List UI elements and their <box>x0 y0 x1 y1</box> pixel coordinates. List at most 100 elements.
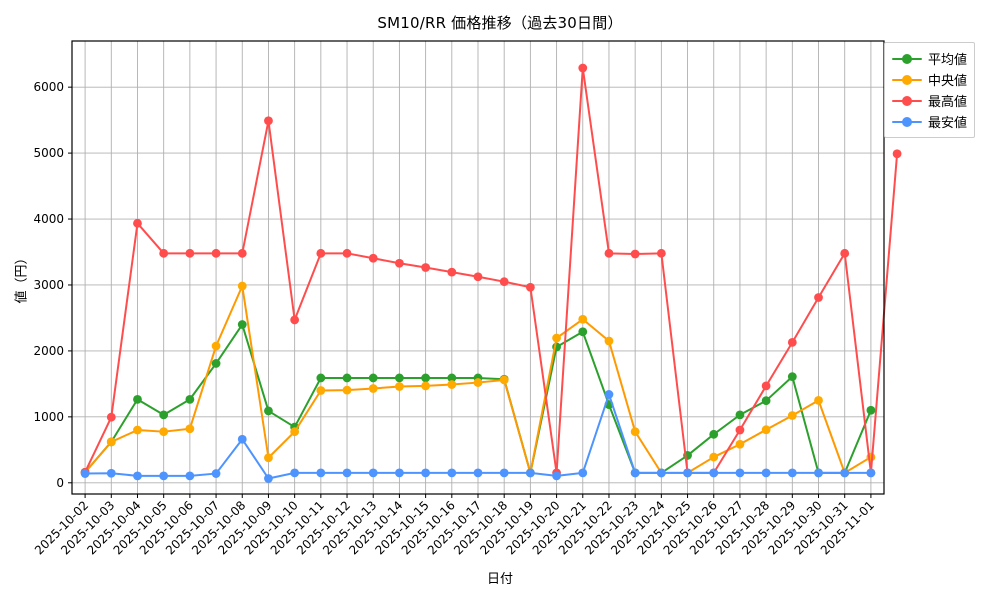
data-point <box>316 386 326 395</box>
data-point <box>290 315 300 325</box>
data-point <box>316 373 326 383</box>
data-series <box>80 63 902 483</box>
legend-label: 最高値 <box>928 95 968 110</box>
data-point <box>159 471 169 481</box>
legend-item-中央値[interactable]: 中央値 <box>892 69 967 90</box>
data-point <box>159 248 169 258</box>
data-point <box>447 380 457 389</box>
data-point <box>787 468 797 478</box>
data-point <box>264 116 273 126</box>
data-point <box>133 394 142 404</box>
data-point <box>342 373 352 383</box>
data-point <box>447 373 457 383</box>
data-point <box>368 253 378 263</box>
data-point <box>211 469 221 478</box>
data-point <box>237 320 247 329</box>
data-point <box>211 248 221 258</box>
data-point <box>735 468 745 478</box>
x-axis-label: 日付 <box>486 572 513 587</box>
data-point <box>80 469 90 478</box>
data-point <box>342 385 352 395</box>
data-point <box>211 359 221 368</box>
data-point <box>237 248 247 258</box>
y-tick-label: 4000 <box>33 212 64 226</box>
data-point <box>473 378 483 387</box>
data-point <box>133 218 142 228</box>
data-point <box>525 282 535 292</box>
data-point <box>473 468 483 478</box>
data-point <box>892 149 902 159</box>
legend-item-最高値[interactable]: 最高値 <box>892 90 967 111</box>
data-point <box>866 405 876 415</box>
data-point <box>787 337 797 347</box>
y-tick-label: 0 <box>56 476 64 490</box>
data-point <box>133 471 142 481</box>
data-point <box>761 425 771 435</box>
data-point <box>211 341 221 351</box>
data-point <box>656 468 666 478</box>
x-tick-labels: 2025-10-022025-10-032025-10-042025-10-05… <box>32 498 877 557</box>
data-point <box>630 427 640 437</box>
data-point <box>368 384 378 393</box>
data-point <box>316 248 326 258</box>
legend-item-最安値[interactable]: 最安値 <box>892 111 967 132</box>
data-point <box>578 63 588 73</box>
data-point <box>342 468 352 478</box>
y-tick-label: 1000 <box>33 410 64 424</box>
legend-item-平均値[interactable]: 平均値 <box>892 48 967 69</box>
data-point <box>237 281 247 291</box>
data-point <box>578 468 588 478</box>
legend-swatch-icon <box>892 116 922 128</box>
data-point <box>761 468 771 478</box>
data-point <box>342 248 352 258</box>
data-point <box>447 267 457 277</box>
data-point <box>395 468 404 478</box>
data-point <box>840 468 850 478</box>
data-point <box>866 468 876 478</box>
axis-ticks <box>68 86 872 498</box>
data-point <box>814 293 823 302</box>
data-point <box>395 373 404 383</box>
chart-legend: 平均値中央値最高値 最安値 <box>884 42 976 138</box>
data-point <box>630 468 640 478</box>
data-point <box>630 249 640 259</box>
data-point <box>709 452 719 462</box>
data-point <box>395 382 404 391</box>
data-point <box>656 248 666 258</box>
legend-label: 平均値 <box>928 53 968 68</box>
data-point <box>499 375 509 385</box>
data-point <box>761 381 771 391</box>
chart-title: SM10/RR 価格推移（過去30日間） <box>377 14 623 32</box>
data-point <box>709 429 719 439</box>
data-point <box>447 468 457 478</box>
data-point <box>735 439 745 449</box>
data-point <box>499 277 509 287</box>
legend-swatch-icon <box>892 95 922 107</box>
data-point <box>683 468 692 478</box>
data-point <box>604 390 614 399</box>
data-point <box>761 396 771 406</box>
data-point <box>604 248 614 258</box>
data-point <box>787 411 797 420</box>
data-point <box>709 468 719 478</box>
data-point <box>264 406 273 416</box>
series-line-最高値 <box>84 67 899 474</box>
data-point <box>316 468 326 478</box>
legend-label: 中央値 <box>928 74 968 89</box>
plot-frame <box>71 40 885 495</box>
data-point <box>106 468 116 478</box>
data-point <box>290 468 300 478</box>
data-point <box>133 425 142 435</box>
data-point <box>185 471 195 481</box>
data-point <box>368 468 378 478</box>
data-point <box>264 453 273 463</box>
data-point <box>735 410 745 420</box>
data-point <box>106 437 116 447</box>
y-tick-label: 5000 <box>33 146 64 160</box>
data-point <box>185 248 195 258</box>
data-point <box>578 314 588 324</box>
y-tick-label: 2000 <box>33 344 64 358</box>
data-point <box>552 333 561 343</box>
data-point <box>787 372 797 382</box>
